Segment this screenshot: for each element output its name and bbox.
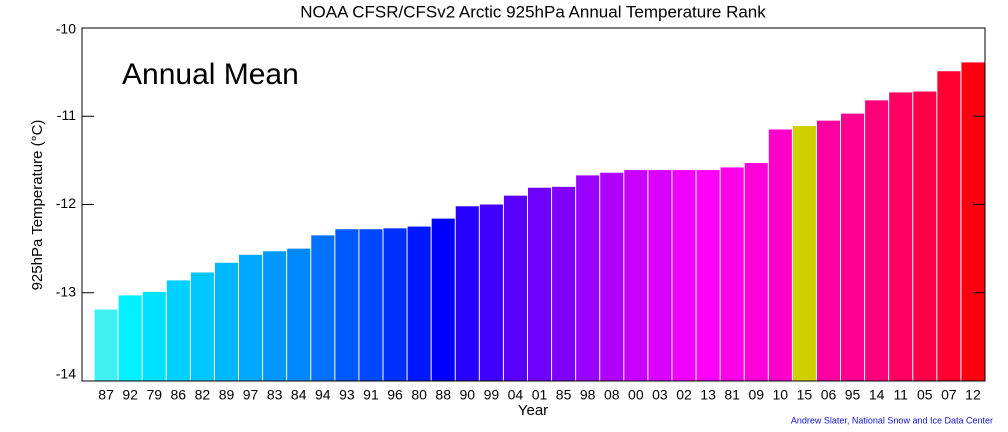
x-tick-label: 80 <box>411 387 427 403</box>
x-tick-label: 10 <box>773 387 789 403</box>
bar <box>648 170 672 381</box>
bar <box>696 170 720 381</box>
x-tick-label: 89 <box>219 387 235 403</box>
x-tick-label: 83 <box>267 387 283 403</box>
x-tick-label: 98 <box>580 387 596 403</box>
bar <box>118 295 142 381</box>
x-tick-label: 81 <box>724 387 740 403</box>
x-tick-label: 15 <box>797 387 813 403</box>
y-tick-label: -11 <box>57 107 76 123</box>
bar <box>527 187 552 381</box>
bar <box>744 163 768 381</box>
annotation: Annual Mean <box>122 58 299 91</box>
bar <box>672 170 696 381</box>
x-tick-label: 08 <box>604 387 620 403</box>
bar <box>552 186 576 381</box>
x-tick-label: 02 <box>676 387 692 403</box>
y-axis-label: 925hPa Temperature (°C) <box>29 120 46 291</box>
x-tick-label: 11 <box>893 387 908 403</box>
bar <box>263 251 287 381</box>
bar <box>287 248 311 381</box>
x-tick-label: 94 <box>315 387 331 403</box>
x-tick-label: 90 <box>459 387 475 403</box>
x-tick-label: 92 <box>122 387 138 403</box>
bar <box>503 195 527 381</box>
x-tick-label: 01 <box>532 387 548 403</box>
x-tick-label: 82 <box>195 387 211 403</box>
bar <box>816 120 841 381</box>
x-axis-label: Year <box>518 402 548 419</box>
bar <box>214 262 239 381</box>
bar <box>624 170 648 381</box>
bar <box>600 172 624 381</box>
bar <box>190 272 214 381</box>
chart-title: NOAA CFSR/CFSv2 Arctic 925hPa Annual Tem… <box>300 2 766 21</box>
bar <box>94 309 118 381</box>
credit: Andrew Slater, National Snow and Ice Dat… <box>791 415 993 425</box>
x-tick-label: 05 <box>917 387 933 403</box>
x-tick-label: 00 <box>628 387 644 403</box>
bar <box>455 206 479 381</box>
x-tick-label: 96 <box>387 387 403 403</box>
x-tick-label: 14 <box>869 387 885 403</box>
bar <box>359 229 383 381</box>
bar <box>913 91 937 381</box>
x-tick-label: 07 <box>941 387 957 403</box>
bar <box>937 71 961 382</box>
bar <box>431 218 455 381</box>
y-tick-label: -13 <box>56 283 76 299</box>
x-tick-label: 95 <box>845 387 861 403</box>
x-tick-label: 91 <box>363 387 379 403</box>
bar <box>239 254 263 381</box>
bar <box>865 100 889 382</box>
bar <box>768 129 792 381</box>
bar <box>407 226 431 381</box>
x-tick-label: 85 <box>556 387 572 403</box>
x-tick-label: 99 <box>484 387 500 403</box>
bar <box>479 204 503 381</box>
y-tick-label: -14 <box>56 366 76 382</box>
bar <box>841 113 865 381</box>
bar <box>166 280 190 381</box>
x-tick-label: 04 <box>508 387 524 403</box>
bar <box>383 228 407 381</box>
bar <box>142 291 166 381</box>
x-tick-label: 79 <box>146 387 162 403</box>
y-tick-label: -12 <box>56 195 76 211</box>
x-tick-label: 84 <box>291 387 307 403</box>
bar <box>576 175 600 381</box>
y-tick-label: -10 <box>56 21 76 37</box>
x-tick-label: 87 <box>98 387 114 403</box>
x-tick-label: 12 <box>965 387 981 403</box>
x-tick-label: 06 <box>821 387 837 403</box>
x-tick-label: 86 <box>171 387 187 403</box>
bar <box>792 125 816 382</box>
x-tick-label: 03 <box>652 387 668 403</box>
x-tick-label: 93 <box>339 387 355 403</box>
bar <box>335 229 359 381</box>
x-tick-label: 13 <box>700 387 716 403</box>
bar <box>311 235 335 381</box>
bar <box>961 62 985 381</box>
x-tick-label: 09 <box>748 387 764 403</box>
bar <box>889 92 913 382</box>
x-tick-label: 97 <box>243 387 259 403</box>
bar <box>720 167 744 381</box>
x-tick-label: 88 <box>435 387 451 403</box>
